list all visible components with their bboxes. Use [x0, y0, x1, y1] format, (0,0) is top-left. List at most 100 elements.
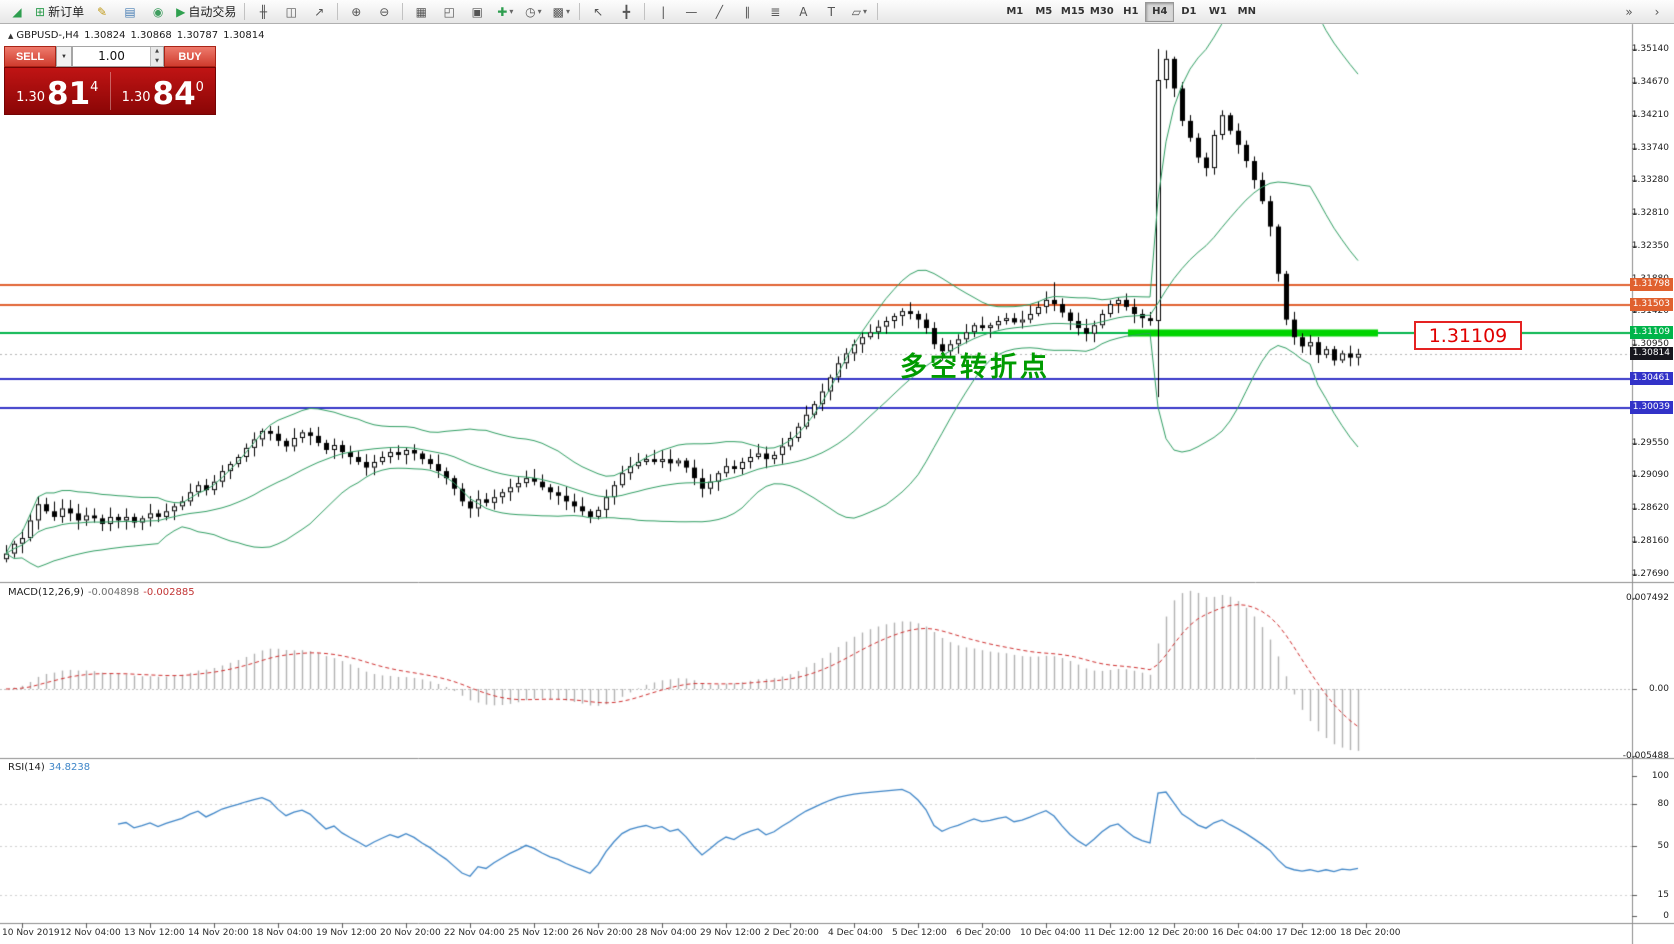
zoom-in-icon[interactable]: ⊕: [343, 1, 369, 23]
platform-icon: ◢: [4, 1, 30, 23]
timeframe-m5[interactable]: M5: [1035, 6, 1053, 17]
symbol-title: GBPUSD-,H4: [16, 30, 80, 41]
cascade-windows-icon[interactable]: ▣: [464, 1, 490, 23]
time-axis-label: 17 Dec 12:00: [1276, 928, 1337, 938]
time-axis-label: 5 Dec 12:00: [892, 928, 947, 938]
alerts-icon: ◉: [152, 4, 164, 19]
price-tag-label[interactable]: 1.31109: [1414, 321, 1522, 350]
chevron-down-icon: ▾: [509, 7, 514, 16]
alerts-icon[interactable]: ◉: [145, 1, 171, 23]
volume-value[interactable]: 1.00: [98, 49, 125, 63]
price-scale-label: 1.33740: [1631, 142, 1669, 153]
timeframe-mn[interactable]: MN: [1237, 6, 1256, 17]
bar-chart-icon[interactable]: ╫: [250, 1, 276, 23]
price-scale-label: 1.32350: [1631, 240, 1669, 251]
market-watch-icon[interactable]: ▤: [117, 1, 143, 23]
metaeditor-icon[interactable]: ✎: [89, 1, 115, 23]
price-scale-label: 1.28160: [1631, 535, 1669, 546]
chart-shift-icon: ›: [1654, 4, 1660, 19]
volume-down-button[interactable]: ▼: [150, 56, 163, 66]
volume-field[interactable]: 1.00 ▲ ▼: [72, 46, 164, 67]
ohlc-low: 1.30787: [176, 30, 219, 41]
vertical-line-icon[interactable]: |: [650, 1, 676, 23]
price-scale-label: 1.35140: [1631, 44, 1669, 54]
chevron-down-icon: ▾: [565, 7, 570, 16]
vertical-line-icon: |: [661, 4, 666, 19]
time-axis-label: 18 Nov 04:00: [252, 928, 313, 938]
divider: [109, 72, 111, 110]
sell-price[interactable]: 1.30 81 4: [5, 68, 110, 114]
auto-scroll-icon[interactable]: »: [1616, 1, 1642, 23]
periods-dropdown[interactable]: ◷ ▾: [520, 1, 546, 23]
text-icon: A: [799, 4, 808, 19]
cursor-icon[interactable]: ↖: [585, 1, 611, 23]
chart-shift-icon[interactable]: ›: [1644, 1, 1670, 23]
timeframe-m1[interactable]: M1: [1006, 6, 1024, 17]
autotrading-button[interactable]: ▶ 自动交易: [173, 1, 239, 23]
turning-point-annotation[interactable]: 多空转折点: [900, 352, 1050, 383]
timeframe-d1[interactable]: D1: [1181, 6, 1197, 17]
horizontal-line-icon[interactable]: —: [678, 1, 704, 23]
buy-price-sup: 0: [195, 80, 204, 95]
sell-price-small: 1.30: [16, 90, 46, 105]
rsi-scale-label: 0: [1663, 911, 1669, 921]
periods-icon: ◷: [525, 4, 536, 19]
rsi-scale-label: 80: [1657, 799, 1669, 809]
templates-dropdown[interactable]: ▩ ▾: [548, 1, 574, 23]
zoom-out-icon[interactable]: ⊖: [371, 1, 397, 23]
price-level-badge: 1.31503: [1629, 298, 1673, 312]
fibonacci-icon[interactable]: ≣: [762, 1, 788, 23]
price-level-badge: 1.31798: [1629, 277, 1673, 291]
time-axis-label: 11 Dec 12:00: [1084, 928, 1145, 938]
cursor-icon: ↖: [593, 4, 604, 19]
templates-icon: ▩: [552, 4, 564, 19]
time-axis-label: 16 Dec 04:00: [1212, 928, 1273, 938]
volume-up-button[interactable]: ▲: [150, 47, 163, 57]
buy-button[interactable]: BUY: [164, 46, 216, 67]
sell-button[interactable]: SELL: [4, 46, 56, 67]
trendline-icon[interactable]: ╱: [706, 1, 732, 23]
rsi-scale-label: 15: [1657, 890, 1669, 900]
horizontal-line-icon: —: [685, 4, 698, 19]
label-icon: T: [827, 4, 835, 19]
trendline-icon: ╱: [715, 4, 723, 19]
buy-price-small: 1.30: [121, 90, 151, 105]
timeframe-h1[interactable]: H1: [1123, 6, 1139, 17]
price-level-badge: 1.30461: [1629, 371, 1673, 385]
fibonacci-icon: ≣: [770, 4, 781, 19]
time-axis-label: 20 Nov 20:00: [380, 928, 441, 938]
tile-windows-icon[interactable]: ▦: [408, 1, 434, 23]
text-icon[interactable]: A: [790, 1, 816, 23]
market-watch-icon: ▤: [124, 4, 136, 19]
buy-price[interactable]: 1.30 84 0: [111, 68, 216, 114]
line-chart-icon[interactable]: ↗: [306, 1, 332, 23]
timeframe-m30[interactable]: M30: [1089, 6, 1114, 17]
arrange-windows-icon[interactable]: ◰: [436, 1, 462, 23]
shapes-icon: ▱: [851, 4, 861, 19]
autotrading-button-label: 自动交易: [188, 5, 237, 19]
macd-scale-label: 0.00: [1648, 684, 1669, 694]
new-order-button-label: 新订单: [48, 5, 85, 19]
timeframe-h4[interactable]: H4: [1145, 1, 1175, 22]
channel-icon[interactable]: ∥: [734, 1, 760, 23]
timeframe-m15[interactable]: M15: [1060, 6, 1085, 17]
crosshair-icon[interactable]: ╋: [613, 1, 639, 23]
auto-scroll-icon: »: [1625, 4, 1633, 19]
metaeditor-icon: ✎: [97, 4, 108, 19]
tile-windows-icon: ▦: [415, 4, 427, 19]
cascade-windows-icon: ▣: [471, 4, 483, 19]
timeframe-w1[interactable]: W1: [1208, 6, 1227, 17]
label-icon[interactable]: T: [818, 1, 844, 23]
indicators-dropdown[interactable]: ✚ ▾: [492, 1, 518, 23]
trade-options-dropdown[interactable]: ▼: [56, 46, 72, 67]
price-level-badge: 1.31109: [1629, 326, 1673, 340]
time-axis-label: 29 Nov 12:00: [700, 928, 761, 938]
new-order-button[interactable]: ⊞ 新订单: [32, 1, 87, 23]
price-scale-label: 1.32810: [1631, 208, 1669, 219]
ohlc-open: 1.30824: [84, 30, 126, 41]
panel-collapse-icon[interactable]: ▲: [8, 32, 14, 40]
candlestick-chart-icon[interactable]: ◫: [278, 1, 304, 23]
rsi-label: RSI(14) 34.8238: [8, 762, 90, 773]
shapes-dropdown[interactable]: ▱ ▾: [846, 1, 872, 23]
